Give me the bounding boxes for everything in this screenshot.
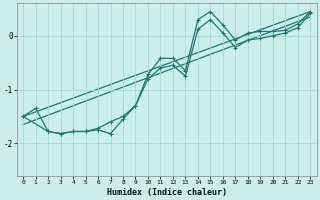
X-axis label: Humidex (Indice chaleur): Humidex (Indice chaleur)	[107, 188, 227, 197]
